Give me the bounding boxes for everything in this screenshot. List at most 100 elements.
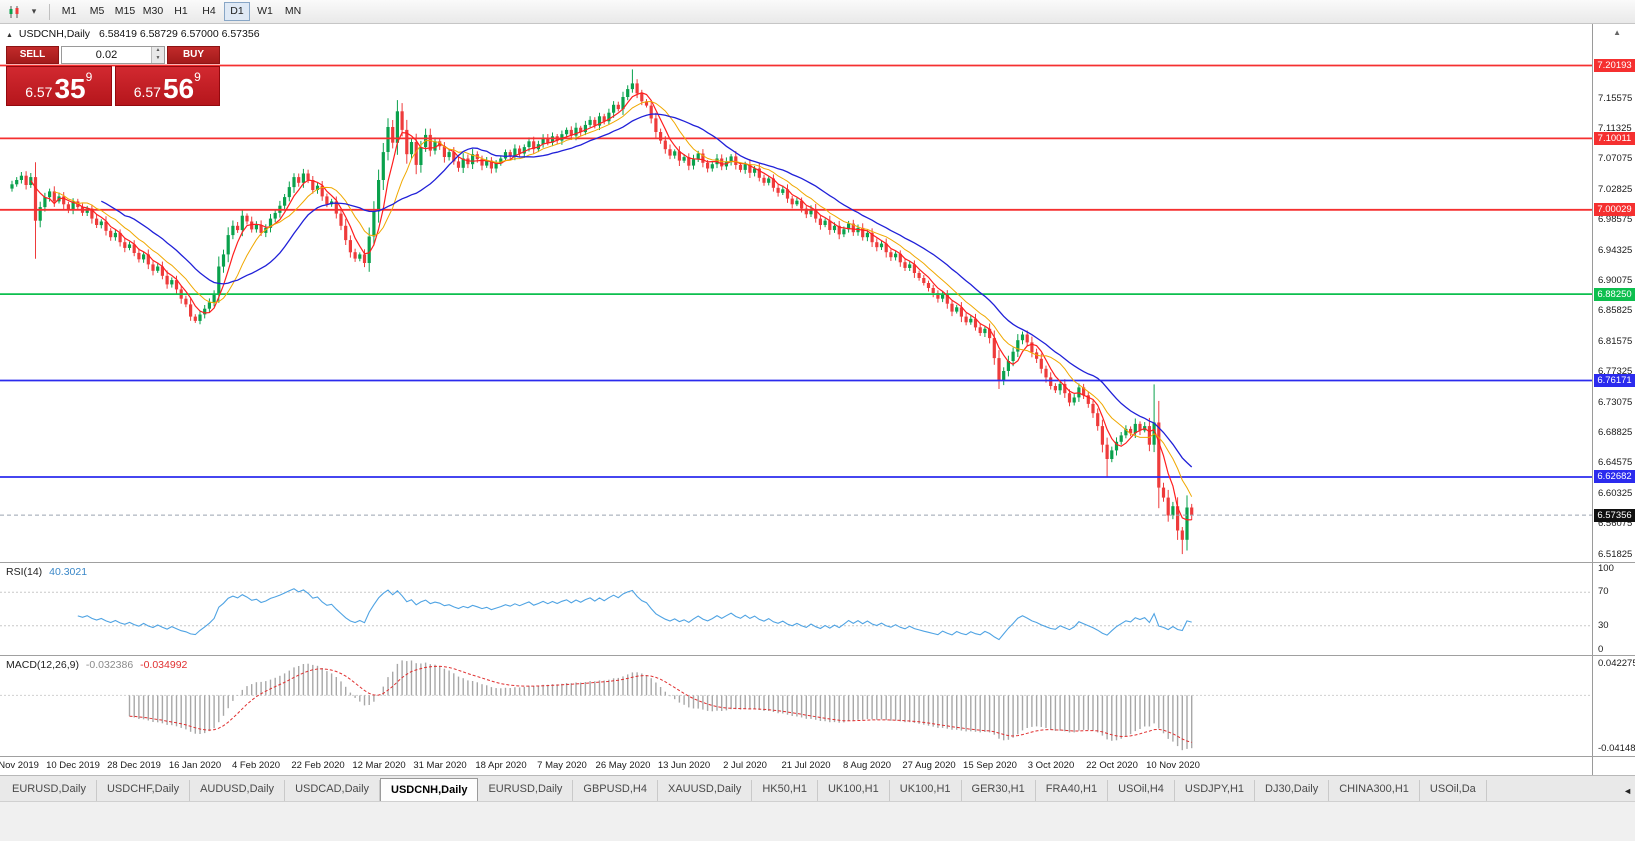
chart-tab-9[interactable]: UK100,H1 [818,780,890,801]
buy-price-pips: 56 [162,72,195,104]
macd-label: MACD(12,26,9) -0.032386 -0.034992 [6,659,188,671]
date-tick: 15 Sep 2020 [963,760,1017,771]
timeframe-button-m5[interactable]: M5 [89,5,105,17]
sell-price-button[interactable]: 6.57 35 9 [6,66,112,106]
price-tick: 6.77325 [1598,366,1633,377]
macd-svg[interactable] [0,656,1592,756]
buy-price-prefix: 6.57 [133,84,161,101]
date-tick: 10 Nov 2020 [1146,760,1200,771]
timeframe-button-w1[interactable]: W1 [257,5,273,17]
chart-tab-14[interactable]: USDJPY,H1 [1175,780,1256,801]
date-tick: 7 May 2020 [537,760,587,771]
price-tick: 6.94325 [1598,245,1633,256]
timeframe-button-m1[interactable]: M1 [61,5,77,17]
rsi-axis[interactable]: 100 70 30 0 [1592,563,1635,655]
rsi-chart-area[interactable] [0,563,1592,660]
chart-tab-13[interactable]: USOil,H4 [1108,780,1175,801]
chart-tab-10[interactable]: UK100,H1 [890,780,962,801]
price-tick: 6.98575 [1598,214,1633,225]
chart-tab-7[interactable]: XAUUSD,Daily [658,780,753,801]
chart-tab-8[interactable]: HK50,H1 [752,780,818,801]
buy-price-button[interactable]: 6.57 56 9 [114,66,220,106]
candlestick-chart-area[interactable] [0,24,1592,567]
volume-value[interactable]: 0.02 [95,49,118,61]
chart-type-dropdown-icon[interactable]: ▾ [31,6,37,16]
date-tick: 21 Jul 2020 [781,760,831,771]
volume-stepper-down-icon[interactable]: ▼ [152,55,164,63]
chart-tab-3[interactable]: USDCAD,Daily [285,780,381,801]
timeframe-button-mn[interactable]: MN [284,5,302,17]
main-chart-panel[interactable]: ▲ USDCNH,Daily 6.58419 6.58729 6.57000 6… [0,24,1635,562]
sell-price-point: 9 [85,70,93,84]
rsi-svg[interactable] [0,563,1592,655]
chart-tab-2[interactable]: AUDUSD,Daily [190,780,286,801]
timeframe-button-h4[interactable]: H4 [202,5,216,17]
chart-tab-16[interactable]: CHINA300,H1 [1329,780,1420,801]
timeframe-button-m15[interactable]: M15 [114,5,136,17]
chart-tab-6[interactable]: GBPUSD,H4 [573,780,658,801]
rsi-indicator-panel[interactable]: RSI(14) 40.3021 100 70 30 0 [0,562,1635,655]
chart-tab-12[interactable]: FRA40,H1 [1036,780,1109,801]
price-axis[interactable]: ▲ 7.15575 7.11325 7.07075 7.02825 6.98575 6.9… [1592,24,1635,562]
current-price-label: 6.57356 [1594,509,1635,522]
date-tick: 8 Aug 2020 [842,760,892,771]
volume-stepper-up-icon[interactable]: ▲ [152,47,164,55]
price-tick: 6.51825 [1598,549,1633,560]
time-axis-corner [1592,757,1635,775]
macd-axis[interactable]: 0.042275 -0.04148 [1592,656,1635,756]
buy-button[interactable]: BUY [167,46,220,64]
volume-stepper: ▲ ▼ [151,47,164,63]
price-tick: 6.68825 [1598,427,1633,438]
price-tick: 6.81575 [1598,336,1633,347]
buy-price-point: 9 [194,70,201,84]
symbol-timeframe-label: USDCNH,Daily [18,28,91,40]
macd-indicator-panel[interactable]: MACD(12,26,9) -0.032386 -0.034992 0.0422… [0,655,1635,756]
date-tick: 31 Mar 2020 [413,760,467,771]
price-tick: 6.73075 [1598,397,1633,408]
tab-scroll-left-icon[interactable]: ◄ [1619,786,1632,796]
chart-tab-5[interactable]: EURUSD,Daily [478,780,574,801]
level-price-label: 6.62682 [1594,470,1635,483]
chart-tab-0[interactable]: EURUSD,Daily [2,780,97,801]
price-tick: 7.02825 [1598,184,1633,195]
rsi-value: 40.3021 [49,566,88,578]
price-tick: 7.15575 [1598,93,1633,104]
timeframe-button-h1[interactable]: H1 [174,5,188,17]
macd-chart-area[interactable] [0,656,1592,761]
ohlc-values: 6.58419 6.58729 6.57000 6.57356 [98,28,260,40]
timeframe-button-m30[interactable]: M30 [142,5,164,17]
main-chart-svg[interactable] [0,24,1592,562]
volume-field[interactable]: 0.02 ▲ ▼ [61,46,165,64]
macd-main-value: -0.032386 [85,659,134,671]
time-axis[interactable]: 21 Nov 2019 10 Dec 2019 28 Dec 2019 16 Jan … [0,756,1635,775]
candlestick-chart-icon[interactable] [4,2,24,22]
price-tick: 6.64575 [1598,457,1633,468]
level-price-label: 7.20193 [1594,59,1635,72]
macd-tick-top: 0.042275 [1598,658,1635,669]
chart-tab-11[interactable]: GER30,H1 [962,780,1036,801]
one-click-collapse-icon[interactable]: ▲ [6,32,13,39]
chart-tab-15[interactable]: DJ30,Daily [1255,780,1330,801]
rsi-label: RSI(14) 40.3021 [6,566,88,578]
date-tick: 22 Feb 2020 [291,760,345,771]
axis-scroll-up-icon[interactable]: ▲ [1613,28,1621,37]
price-tick: 6.85825 [1598,305,1633,316]
price-tick: 6.90075 [1598,275,1633,286]
rsi-tick: 100 [1598,563,1614,574]
timeframe-button-d1[interactable]: D1 [224,2,250,21]
status-bar [0,801,1635,841]
level-price-label: 7.10011 [1594,132,1635,145]
date-tick: 18 Apr 2020 [475,760,527,771]
rsi-tick: 70 [1598,586,1609,597]
level-price-label: 6.76171 [1594,374,1635,387]
date-tick: 2 Jul 2020 [723,760,767,771]
sell-price-prefix: 6.57 [25,84,53,101]
chart-tab-4[interactable]: USDCNH,Daily [380,778,479,801]
price-tick: 7.07075 [1598,153,1633,164]
date-tick: 16 Jan 2020 [168,760,222,771]
rsi-tick: 30 [1598,620,1609,631]
sell-button[interactable]: SELL [6,46,59,64]
chart-tab-1[interactable]: USDCHF,Daily [97,780,191,801]
macd-signal-value: -0.034992 [140,659,188,671]
chart-tab-17[interactable]: USOil,Da [1420,780,1487,801]
